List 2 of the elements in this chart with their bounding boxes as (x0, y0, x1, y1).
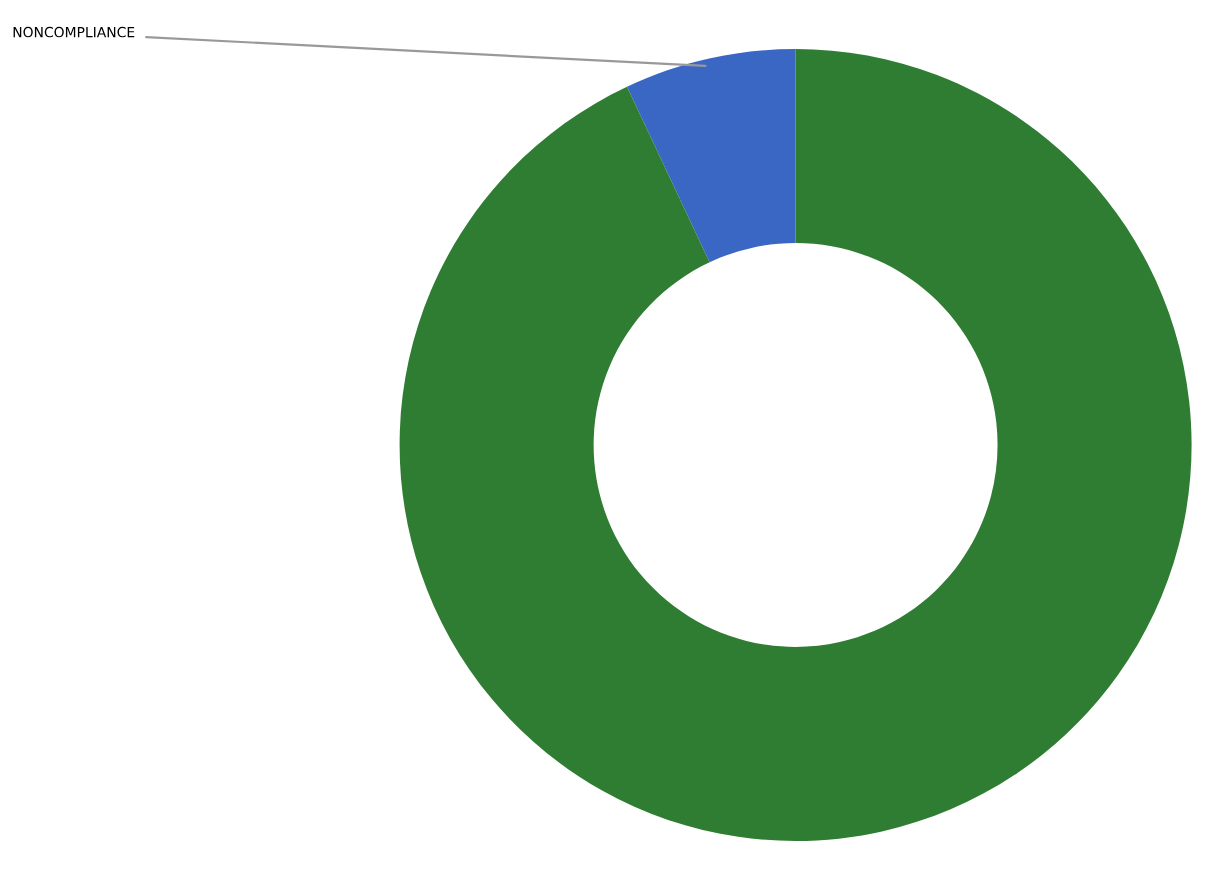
donut-slice (626, 49, 796, 263)
donut-slice (399, 49, 1192, 841)
